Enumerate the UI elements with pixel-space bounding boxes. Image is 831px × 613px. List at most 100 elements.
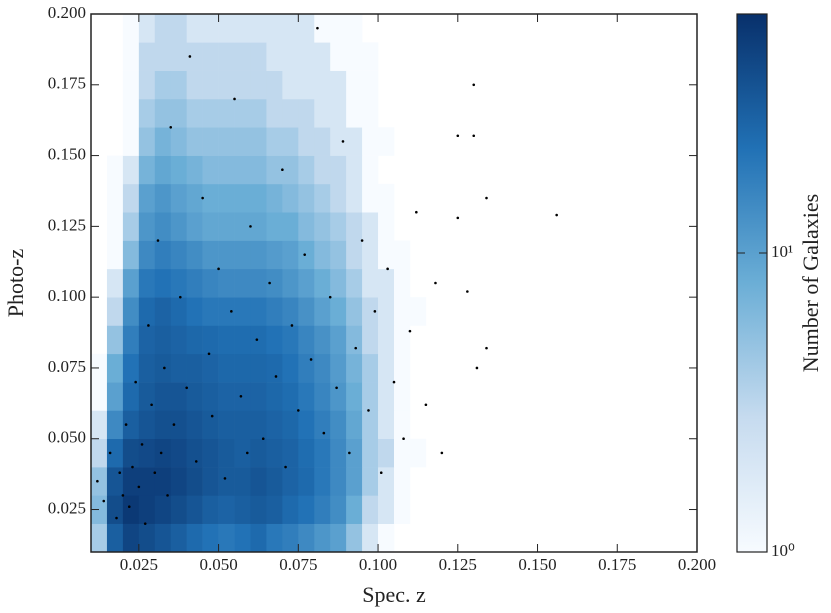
hist-cell <box>330 14 347 43</box>
hist-cell <box>282 98 299 128</box>
hist-cell <box>330 268 347 298</box>
hist-cell <box>314 183 331 213</box>
scatter-point <box>115 516 118 520</box>
colorbar <box>736 13 768 553</box>
hist-cell <box>266 42 283 71</box>
scatter-point <box>415 210 418 214</box>
hist-cell <box>91 495 108 524</box>
hist-cell <box>362 155 379 185</box>
hist-cell <box>426 439 442 468</box>
hist-cell <box>218 42 235 71</box>
hist-cell <box>410 127 426 156</box>
hist-cell <box>138 410 156 440</box>
hist-cell <box>218 325 235 355</box>
hist-cell <box>378 438 395 468</box>
hist-cell <box>106 212 124 241</box>
hist-cell <box>186 183 203 213</box>
hist-cell <box>186 268 203 298</box>
hist-cell <box>362 240 379 270</box>
hist-cell <box>362 98 379 128</box>
hist-cell <box>91 438 108 468</box>
hist-cell <box>298 353 315 383</box>
hist-cell <box>346 42 363 71</box>
hist-cell <box>362 382 379 411</box>
hist-cell <box>106 353 124 383</box>
hist-cell <box>186 155 203 185</box>
hist-cell <box>426 297 442 326</box>
hist-cell <box>218 523 235 552</box>
hist-cell <box>266 98 283 128</box>
hist-cell <box>282 297 299 326</box>
hist-cell <box>266 523 283 552</box>
hist-cell <box>346 212 363 241</box>
hist-cell <box>266 410 283 440</box>
hist-cell <box>138 325 156 355</box>
hist-cell <box>314 70 331 100</box>
x-tick-label: 0.050 <box>199 555 237 574</box>
hist-cell <box>218 382 235 411</box>
hist-cell <box>282 42 299 71</box>
hist-cell <box>410 42 426 71</box>
hist-cell <box>314 523 331 552</box>
hist-cell <box>91 42 107 71</box>
hist-cell <box>91 297 107 326</box>
hist-cell <box>122 127 140 156</box>
hist-cell <box>170 268 187 298</box>
hist-cell <box>378 212 395 241</box>
hist-cell <box>378 410 395 440</box>
hist-cell <box>394 438 411 468</box>
hist-cell <box>202 268 219 298</box>
scatter-point <box>261 437 265 441</box>
hist-cell <box>234 268 251 298</box>
hist-cell <box>122 410 140 440</box>
hist-cell <box>442 71 458 100</box>
hist-cell <box>202 495 219 524</box>
y-tick-label: 0.125 <box>48 215 86 234</box>
hist-cell <box>154 438 172 468</box>
scatter-point <box>137 485 141 489</box>
hist-cell <box>138 183 156 213</box>
hist-cell <box>91 99 107 128</box>
hist-cell <box>266 382 283 411</box>
hist-cell <box>409 297 427 326</box>
hist-cell <box>346 410 363 440</box>
hist-cell <box>378 240 395 270</box>
hist-cell <box>186 127 203 156</box>
x-tick-label: 0.200 <box>678 555 716 574</box>
hist-cell <box>218 183 235 213</box>
hist-cell <box>138 14 156 43</box>
hist-cell <box>202 297 219 326</box>
scatter-point <box>207 352 211 356</box>
hist-cell <box>170 523 187 552</box>
scatter-point <box>322 431 326 435</box>
colorbar-tick-label: 10⁰ <box>771 541 795 560</box>
scatter-point <box>239 394 243 398</box>
hist-cell <box>234 70 251 100</box>
hist-cell <box>91 184 107 213</box>
hist-cell <box>138 240 156 270</box>
scatter-point <box>147 324 150 327</box>
hist-cell <box>282 325 299 355</box>
hist-cell <box>330 212 347 241</box>
scatter-point <box>169 125 173 129</box>
hist-cell <box>234 297 251 326</box>
hist-cell <box>106 438 124 468</box>
hist-cell <box>314 410 331 440</box>
hist-cell <box>250 353 267 383</box>
scatter-point <box>281 168 284 172</box>
hist-cell <box>362 268 379 298</box>
hist-cell <box>410 241 426 270</box>
x-tick-label: 0.075 <box>279 555 317 574</box>
scatter-point <box>354 346 358 350</box>
hist-cell <box>107 99 123 128</box>
scatter-point <box>341 140 345 143</box>
hist-cell <box>346 155 363 185</box>
scatter-point <box>217 267 220 271</box>
hist-cell <box>186 523 203 552</box>
hist-cell <box>362 467 379 496</box>
hist-cell <box>218 240 235 270</box>
hist-cell <box>266 438 283 468</box>
hist-cell <box>410 410 426 439</box>
scatter-point <box>143 522 147 525</box>
